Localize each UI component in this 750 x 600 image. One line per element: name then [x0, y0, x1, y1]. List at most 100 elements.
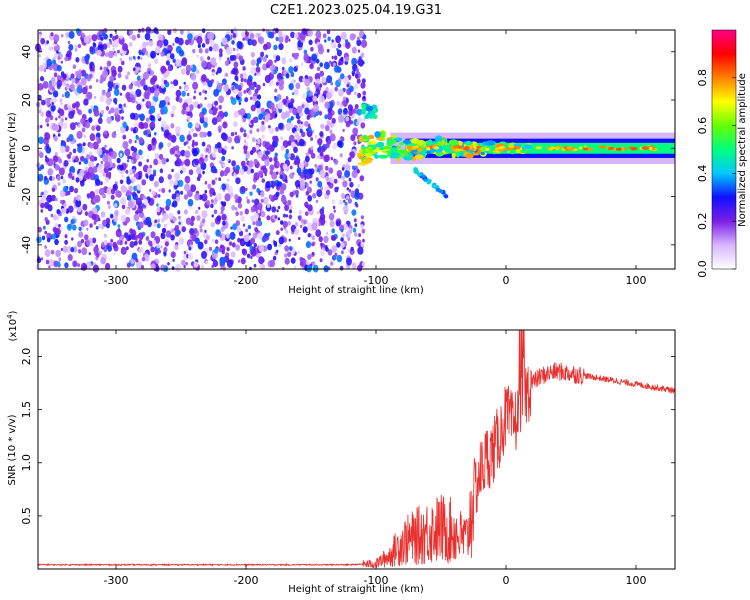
noise-blob: [137, 55, 141, 60]
noise-blob: [337, 43, 342, 49]
noise-blob: [204, 97, 207, 100]
noise-blob: [256, 62, 260, 67]
noise-blob: [317, 138, 323, 146]
noise-blob: [352, 227, 357, 233]
noise-blob: [204, 229, 207, 233]
noise-blob: [294, 32, 299, 39]
noise-blob: [311, 222, 318, 231]
noise-blob: [76, 130, 83, 139]
noise-blob: [147, 63, 152, 68]
noise-blob: [149, 121, 156, 130]
signal-peak: [630, 147, 638, 151]
noise-blob: [257, 94, 262, 100]
noise-blob: [241, 31, 246, 38]
noise-blob: [230, 251, 236, 258]
noise-blob: [318, 222, 321, 227]
noise-blob: [340, 237, 344, 242]
noise-blob: [274, 95, 277, 100]
signal-peak: [516, 145, 521, 149]
noise-blob: [67, 103, 72, 109]
noise-blob: [181, 90, 186, 97]
noise-blob: [146, 167, 152, 175]
noise-blob: [239, 73, 244, 79]
noise-blob: [305, 152, 309, 157]
noise-blob: [84, 211, 89, 217]
noise-blob: [214, 239, 219, 244]
noise-blob: [289, 246, 293, 251]
noise-blob: [80, 77, 87, 86]
noise-blob: [242, 66, 246, 71]
noise-blob: [136, 103, 142, 111]
noise-blob: [178, 49, 185, 57]
noise-blob: [253, 243, 257, 248]
noise-blob: [360, 224, 364, 230]
noise-blob: [231, 160, 237, 167]
noise-blob: [180, 190, 184, 195]
noise-blob: [216, 215, 222, 222]
noise-blob: [89, 85, 92, 90]
noise-blob: [344, 56, 349, 63]
noise-blob: [71, 237, 74, 241]
noise-blob: [288, 238, 291, 242]
noise-blob: [235, 244, 241, 251]
noise-blob: [100, 36, 104, 41]
noise-blob: [314, 83, 319, 89]
signal-blob: [383, 145, 392, 150]
noise-blob: [66, 223, 72, 231]
noise-blob: [360, 82, 366, 89]
noise-blob: [271, 171, 278, 180]
noise-blob: [171, 168, 174, 173]
noise-blob: [44, 97, 51, 106]
noise-blob: [178, 237, 185, 245]
noise-blob: [333, 209, 336, 213]
noise-blob: [277, 101, 284, 110]
snr-x-label: Height of straight line (km): [288, 584, 424, 595]
noise-blob: [107, 200, 110, 205]
noise-blob: [122, 141, 129, 149]
noise-blob: [89, 142, 94, 149]
noise-blob: [123, 103, 126, 107]
noise-blob: [254, 100, 261, 109]
noise-blob: [203, 156, 208, 162]
noise-blob: [336, 241, 341, 248]
upper-echo-blob: [360, 109, 366, 115]
noise-blob: [116, 157, 121, 164]
noise-blob: [78, 249, 82, 254]
noise-blob: [245, 152, 250, 159]
noise-blob: [303, 49, 308, 55]
noise-blob: [58, 108, 65, 116]
noise-blob: [341, 167, 345, 171]
noise-blob: [240, 215, 246, 222]
noise-blob: [222, 220, 226, 226]
noise-blob: [340, 228, 344, 233]
noise-blob: [178, 97, 183, 103]
noise-blob: [284, 110, 290, 118]
noise-blob: [252, 184, 257, 190]
noise-blob: [86, 227, 89, 231]
noise-blob: [264, 159, 270, 167]
noise-blob: [157, 34, 164, 42]
noise-blob: [150, 126, 154, 131]
noise-blob: [360, 52, 365, 58]
noise-blob: [290, 71, 295, 78]
noise-blob: [119, 153, 123, 157]
noise-blob: [195, 69, 200, 75]
noise-blob: [192, 148, 199, 157]
noise-blob: [167, 29, 172, 36]
noise-blob: [282, 220, 288, 228]
noise-blob: [193, 261, 199, 268]
noise-blob: [169, 147, 175, 155]
spectrogram-noise-layer: [35, 26, 368, 273]
noise-blob: [121, 204, 126, 210]
noise-blob: [72, 224, 77, 231]
noise-blob: [95, 136, 99, 141]
lower-echo-blob: [417, 172, 422, 177]
noise-blob: [345, 39, 349, 44]
noise-blob: [103, 27, 108, 34]
noise-blob: [112, 47, 116, 52]
noise-blob: [218, 247, 223, 253]
noise-blob: [299, 180, 306, 188]
noise-blob: [243, 165, 248, 172]
noise-blob: [105, 97, 112, 106]
noise-blob: [111, 69, 117, 78]
